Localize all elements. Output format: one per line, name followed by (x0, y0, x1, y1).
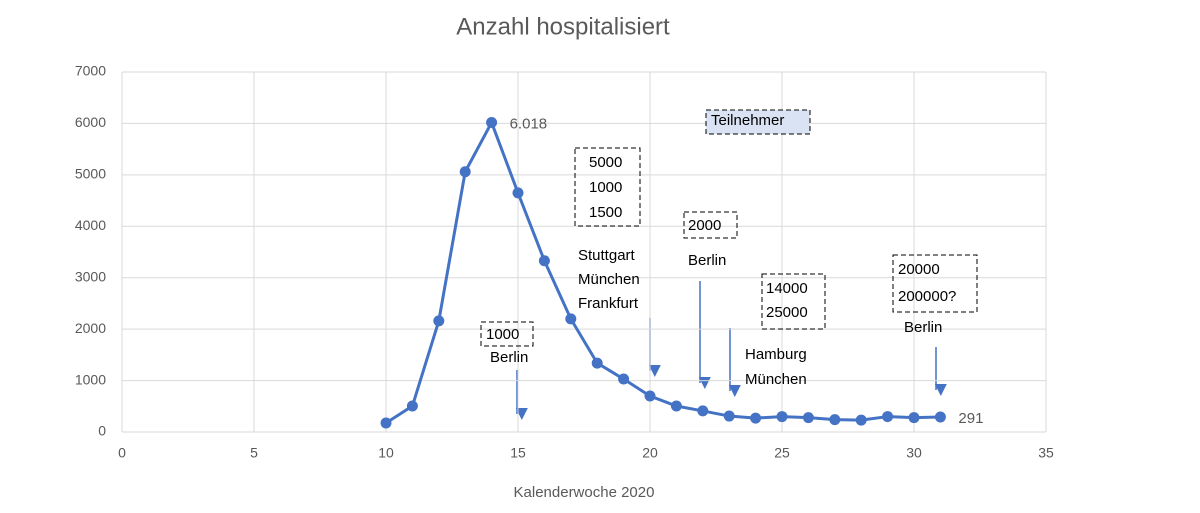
x-tick-label: 0 (118, 445, 126, 461)
annotation-box (574, 147, 641, 227)
data-point (380, 417, 392, 429)
x-tick-label: 25 (774, 445, 790, 461)
x-tick-label: 5 (250, 445, 258, 461)
annotation: 2000 (688, 217, 721, 234)
annotation: 20000 (898, 261, 940, 278)
data-point (776, 411, 788, 423)
y-tick-label: 2000 (75, 320, 106, 336)
x-tick-label: 30 (906, 445, 922, 461)
x-tick-label: 20 (642, 445, 658, 461)
data-line (385, 118, 941, 425)
annotation: 25000 (766, 304, 808, 321)
data-point (406, 400, 418, 412)
annotation-box (761, 273, 826, 330)
x-axis-title: Kalenderwoche 2020 (514, 484, 655, 501)
annotation: 1000 (589, 179, 622, 196)
data-label: 291 (958, 410, 983, 427)
data-point (618, 373, 630, 385)
y-tick-label: 6000 (75, 114, 106, 130)
annotation: Hamburg (745, 346, 807, 363)
data-point (644, 390, 656, 402)
y-tick-label: 4000 (75, 217, 106, 233)
data-point (934, 411, 946, 423)
data-point (723, 410, 735, 422)
data-point (670, 400, 682, 412)
data-point (538, 255, 550, 267)
data-point (591, 357, 603, 369)
annotation-box (705, 109, 811, 135)
annotation: 200000? (898, 288, 956, 305)
annotation: Frankfurt (578, 295, 639, 312)
grid (121, 71, 1047, 433)
chart-title: Anzahl hospitalisiert (456, 13, 670, 40)
x-tick-label: 10 (378, 445, 394, 461)
annotation-box (892, 254, 978, 313)
data-point (565, 313, 577, 325)
annotation: Stuttgart (578, 247, 636, 264)
annotation: 1000 (486, 326, 519, 343)
annotation: Berlin (904, 319, 942, 336)
x-tick-label: 35 (1038, 445, 1054, 461)
data-point (829, 414, 841, 426)
data-point (459, 166, 471, 178)
annotation: München (578, 271, 640, 288)
annotation: 14000 (766, 280, 808, 297)
data-point (750, 412, 762, 424)
data-point (908, 412, 920, 424)
data-point (802, 412, 814, 424)
y-tick-label: 0 (98, 423, 106, 439)
annotation-box (480, 321, 534, 347)
y-tick-label: 7000 (75, 63, 106, 79)
data-point (697, 405, 709, 417)
annotation: Berlin (688, 252, 726, 269)
annotation: 1500 (589, 204, 622, 221)
x-tick-label: 15 (510, 445, 526, 461)
data-point (486, 117, 498, 129)
y-tick-label: 5000 (75, 166, 106, 182)
annotation: München (745, 371, 807, 388)
data-point (512, 187, 524, 199)
data-point (855, 414, 867, 426)
data-label: 6.018 (510, 115, 548, 132)
annotation: Berlin (490, 349, 528, 366)
data-point (433, 315, 445, 327)
annotation: 5000 (589, 154, 622, 171)
data-point (882, 411, 894, 423)
annotation: Teilnehmer (711, 112, 784, 129)
y-tick-label: 3000 (75, 268, 106, 284)
annotation-box (683, 211, 738, 239)
y-tick-label: 1000 (75, 371, 106, 387)
